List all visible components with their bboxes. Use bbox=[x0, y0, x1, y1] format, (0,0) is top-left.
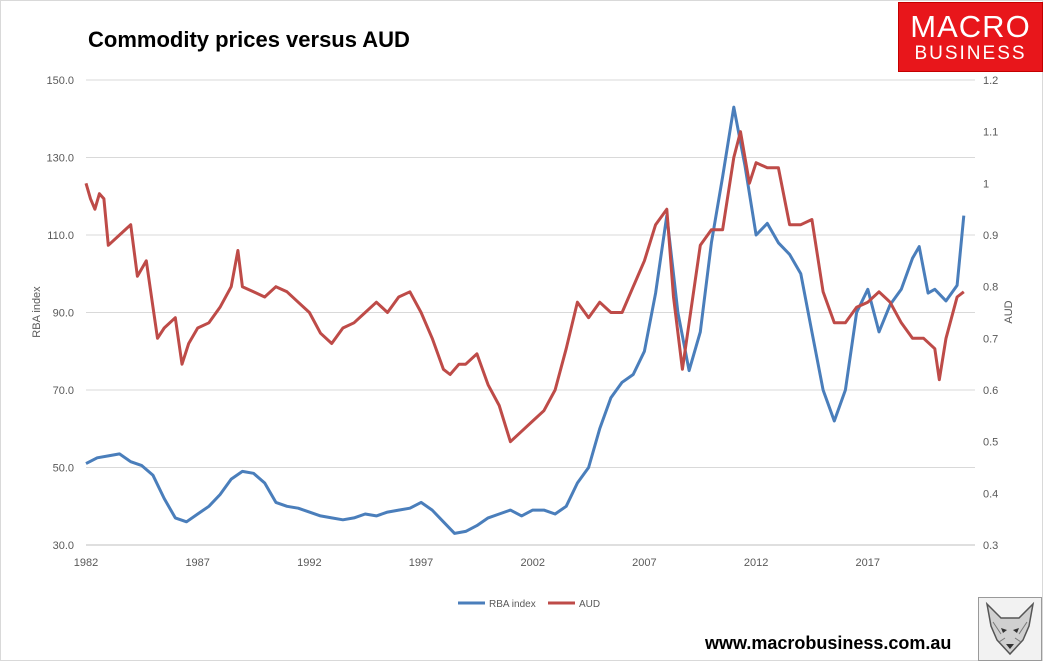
y-axis-left-label: RBA index bbox=[31, 286, 43, 338]
x-tick-label-1997: 1997 bbox=[409, 557, 433, 569]
x-tick-label-1992: 1992 bbox=[297, 557, 321, 569]
y2-tick-label-0.7: 0.7 bbox=[983, 333, 998, 345]
legend-label-aud: AUD bbox=[579, 599, 600, 610]
y-tick-label-110: 110.0 bbox=[47, 230, 74, 242]
x-tick-label-1987: 1987 bbox=[185, 557, 209, 569]
x-tick-label-1982: 1982 bbox=[74, 557, 98, 569]
y2-tick-label-0.6: 0.6 bbox=[983, 385, 998, 397]
x-tick-label-2002: 2002 bbox=[520, 557, 544, 569]
y-axis-right-label: AUD bbox=[1003, 300, 1015, 323]
chart-title: Commodity prices versus AUD bbox=[88, 27, 410, 52]
y-axis-left-ticks: 30.0 50.0 70.0 90.0 110.0 130.0 150.0 bbox=[46, 75, 74, 552]
logo-line-macro: MACRO bbox=[910, 9, 1031, 44]
y2-tick-label-0.8: 0.8 bbox=[983, 282, 998, 294]
y-tick-label-30: 30.0 bbox=[53, 540, 74, 552]
y-tick-label-70: 70.0 bbox=[53, 385, 74, 397]
gridlines bbox=[86, 79, 975, 468]
y2-tick-label-1.1: 1.1 bbox=[983, 127, 998, 139]
x-axis-ticks: 1982 1987 1992 1997 2002 2007 2012 2017 bbox=[74, 557, 880, 569]
y-tick-label-130: 130.0 bbox=[46, 153, 74, 165]
series-line-rba-index bbox=[85, 105, 966, 535]
y2-tick-label-0.5: 0.5 bbox=[983, 437, 998, 449]
y2-tick-label-0.9: 0.9 bbox=[983, 230, 998, 242]
legend-label-rba-index: RBA index bbox=[489, 599, 536, 610]
website-url: www.macrobusiness.com.au bbox=[705, 633, 952, 653]
y2-tick-label-0.3: 0.3 bbox=[983, 540, 998, 552]
y-axis-right-ticks: 0.3 0.4 0.5 0.6 0.7 0.8 0.9 1 1.1 1.2 bbox=[983, 75, 998, 552]
series-line-aud bbox=[84, 130, 965, 444]
legend: RBA index AUD bbox=[458, 599, 600, 610]
y2-tick-label-1: 1 bbox=[983, 178, 989, 190]
y2-tick-label-1.2: 1.2 bbox=[983, 75, 998, 87]
x-tick-label-2012: 2012 bbox=[744, 557, 768, 569]
x-tick-label-2007: 2007 bbox=[632, 557, 656, 569]
y-tick-label-150: 150.0 bbox=[46, 75, 74, 87]
x-tick-label-2017: 2017 bbox=[856, 557, 880, 569]
y-tick-label-50: 50.0 bbox=[53, 463, 74, 475]
fox-icon bbox=[985, 601, 1035, 656]
y-tick-label-90: 90.0 bbox=[53, 308, 74, 320]
y2-tick-label-0.4: 0.4 bbox=[983, 488, 998, 500]
logo-line-business: BUSINESS bbox=[914, 43, 1027, 64]
macrobusiness-logo: MACRO BUSINESS bbox=[898, 2, 1043, 72]
fox-mascot-image bbox=[978, 597, 1042, 661]
